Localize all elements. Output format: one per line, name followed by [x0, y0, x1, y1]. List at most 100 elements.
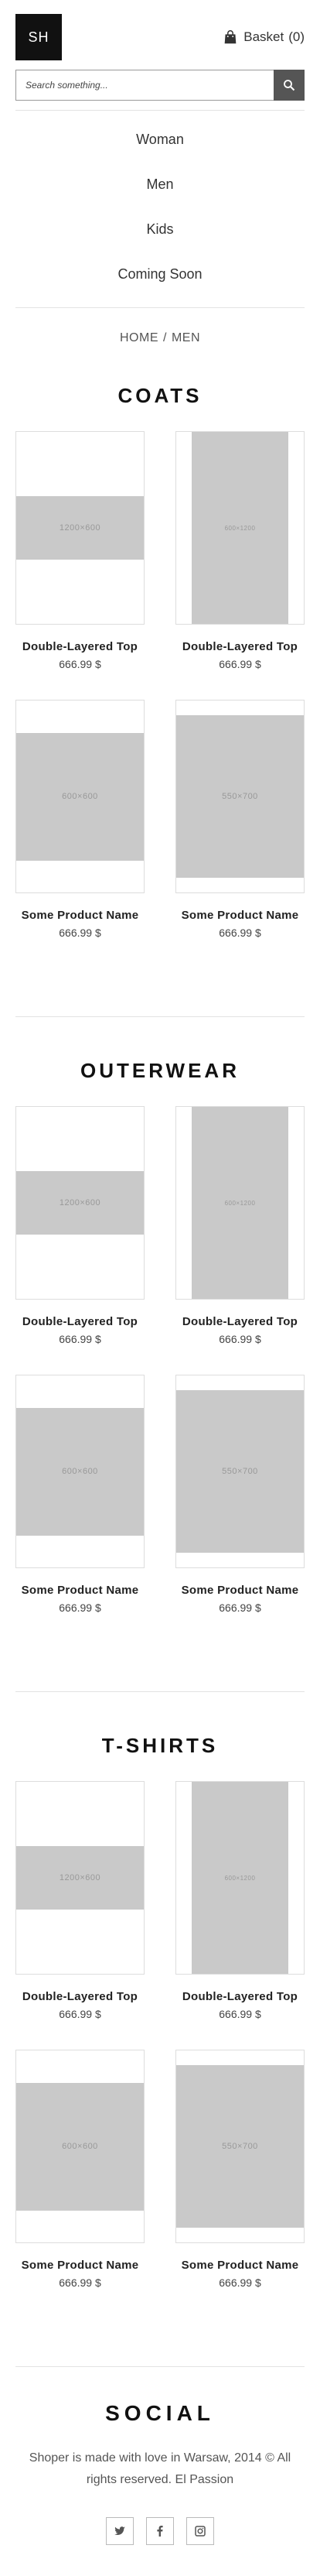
product-name[interactable]: Some Product Name: [181, 909, 299, 922]
product-image-frame[interactable]: 600×600: [15, 2050, 145, 2243]
divider: [15, 1016, 305, 1017]
product-grid: 1200×600 Double-Layered Top 666.99 $600×12…: [15, 431, 305, 968]
product-image-frame[interactable]: 550×700: [175, 700, 305, 893]
nav-item-coming-soon[interactable]: Coming Soon: [117, 266, 203, 282]
product-name[interactable]: Some Product Name: [21, 1584, 139, 1597]
product-image-placeholder: 550×700: [176, 1390, 304, 1553]
footer-text: Shoper is made with love in Warsaw, 2014…: [29, 2451, 291, 2486]
product-image-frame[interactable]: 1200×600: [15, 1106, 145, 1300]
product-price: 666.99 $: [219, 1601, 261, 1614]
product-card[interactable]: 550×700 Some Product Name 666.99 $: [175, 2050, 305, 2289]
product-card[interactable]: 1200×600 Double-Layered Top 666.99 $: [15, 1106, 145, 1345]
product-section: OUTERWEAR 1200×600 Double-Layered Top 666.9…: [15, 1059, 305, 1643]
product-grid: 1200×600 Double-Layered Top 666.99 $600×12…: [15, 1106, 305, 1643]
breadcrumb-home[interactable]: HOME: [119, 331, 158, 344]
product-name[interactable]: Double-Layered Top: [22, 1990, 138, 2003]
product-image-frame[interactable]: 600×1200: [175, 1106, 305, 1300]
product-image-frame[interactable]: 600×1200: [175, 431, 305, 625]
product-card[interactable]: 600×1200 Double-Layered Top 666.99 $: [175, 1781, 305, 2020]
product-image-frame[interactable]: 600×1200: [175, 1781, 305, 1975]
search-form: [15, 70, 305, 101]
product-image-placeholder: 1200×600: [16, 496, 144, 560]
product-image-placeholder: 550×700: [176, 715, 304, 878]
social-links: [15, 2517, 305, 2545]
product-price: 666.99 $: [219, 2276, 261, 2289]
product-image-placeholder: 600×1200: [192, 1107, 288, 1299]
product-name[interactable]: Some Product Name: [21, 2259, 139, 2272]
search-icon: [284, 80, 295, 91]
product-name[interactable]: Some Product Name: [21, 909, 139, 922]
twitter-icon: [114, 2526, 125, 2536]
product-image-placeholder: 600×1200: [192, 1782, 288, 1974]
basket-label: Basket: [243, 29, 284, 44]
product-name[interactable]: Double-Layered Top: [22, 640, 138, 653]
product-image-placeholder: 600×600: [16, 732, 144, 861]
product-price: 666.99 $: [219, 658, 261, 670]
product-price: 666.99 $: [59, 1333, 101, 1345]
product-card[interactable]: 1200×600 Double-Layered Top 666.99 $: [15, 431, 145, 670]
facebook-link[interactable]: [146, 2517, 174, 2545]
product-name[interactable]: Double-Layered Top: [182, 1315, 298, 1328]
logo[interactable]: SH: [15, 14, 62, 60]
search-input[interactable]: [15, 70, 274, 101]
divider: [15, 1691, 305, 1692]
nav-item-woman[interactable]: Woman: [136, 132, 184, 147]
section-title: OUTERWEAR: [80, 1059, 240, 1082]
product-name[interactable]: Double-Layered Top: [22, 1315, 138, 1328]
facebook-icon: [157, 2526, 163, 2537]
divider: [15, 2366, 305, 2367]
product-sections: COATS 1200×600 Double-Layered Top 666.99 $6…: [15, 384, 305, 2318]
product-image-frame[interactable]: 1200×600: [15, 431, 145, 625]
product-price: 666.99 $: [59, 658, 101, 670]
product-image-frame[interactable]: 600×600: [15, 700, 145, 893]
product-price: 666.99 $: [59, 2008, 101, 2020]
search-button[interactable]: [274, 70, 305, 101]
product-image-placeholder: 600×600: [16, 2082, 144, 2211]
twitter-link[interactable]: [106, 2517, 134, 2545]
product-price: 666.99 $: [59, 927, 101, 939]
instagram-icon: [195, 2526, 206, 2537]
instagram-link[interactable]: [186, 2517, 214, 2545]
product-price: 666.99 $: [219, 927, 261, 939]
page: SH Basket (0) Woman Men Kids Coming Soon: [15, 0, 305, 2545]
product-section: COATS 1200×600 Double-Layered Top 666.99 $6…: [15, 384, 305, 968]
product-name[interactable]: Double-Layered Top: [182, 640, 298, 653]
product-image-frame[interactable]: 1200×600: [15, 1781, 145, 1975]
section-title: T-SHIRTS: [101, 1734, 219, 1757]
product-image-frame[interactable]: 600×600: [15, 1375, 145, 1568]
product-image-placeholder: 550×700: [176, 2065, 304, 2228]
breadcrumb-separator: /: [162, 331, 167, 344]
product-price: 666.99 $: [59, 2276, 101, 2289]
product-card[interactable]: 550×700 Some Product Name 666.99 $: [175, 1375, 305, 1614]
product-price: 666.99 $: [219, 1333, 261, 1345]
breadcrumb-current: MEN: [171, 331, 200, 344]
breadcrumb: HOME / MEN: [15, 331, 305, 345]
product-section: T-SHIRTS 1200×600 Double-Layered Top 666.99…: [15, 1734, 305, 2318]
product-card[interactable]: 600×600 Some Product Name 666.99 $: [15, 700, 145, 939]
product-image-frame[interactable]: 550×700: [175, 1375, 305, 1568]
product-image-placeholder: 1200×600: [16, 1171, 144, 1235]
product-card[interactable]: 600×600 Some Product Name 666.99 $: [15, 2050, 145, 2289]
product-card[interactable]: 600×1200 Double-Layered Top 666.99 $: [175, 1106, 305, 1345]
basket-count: (0): [288, 29, 305, 44]
product-image-placeholder: 600×600: [16, 1407, 144, 1536]
product-price: 666.99 $: [219, 2008, 261, 2020]
basket-link[interactable]: Basket (0): [222, 29, 305, 46]
product-image-frame[interactable]: 550×700: [175, 2050, 305, 2243]
product-image-placeholder: 1200×600: [16, 1846, 144, 1910]
nav-item-men[interactable]: Men: [146, 176, 174, 192]
product-card[interactable]: 600×1200 Double-Layered Top 666.99 $: [175, 431, 305, 670]
product-image-placeholder: 600×1200: [192, 432, 288, 624]
nav-item-kids[interactable]: Kids: [146, 221, 174, 237]
product-price: 666.99 $: [59, 1601, 101, 1614]
social-title: SOCIAL: [105, 2401, 215, 2425]
product-card[interactable]: 1200×600 Double-Layered Top 666.99 $: [15, 1781, 145, 2020]
product-name[interactable]: Double-Layered Top: [182, 1990, 298, 2003]
footer: SOCIAL Shoper is made with love in Warsa…: [15, 2401, 305, 2545]
main-nav: Woman Men Kids Coming Soon: [15, 110, 305, 308]
product-card[interactable]: 600×600 Some Product Name 666.99 $: [15, 1375, 145, 1614]
product-card[interactable]: 550×700 Some Product Name 666.99 $: [175, 700, 305, 939]
product-name[interactable]: Some Product Name: [181, 1584, 299, 1597]
product-name[interactable]: Some Product Name: [181, 2259, 299, 2272]
section-title: COATS: [117, 384, 203, 407]
